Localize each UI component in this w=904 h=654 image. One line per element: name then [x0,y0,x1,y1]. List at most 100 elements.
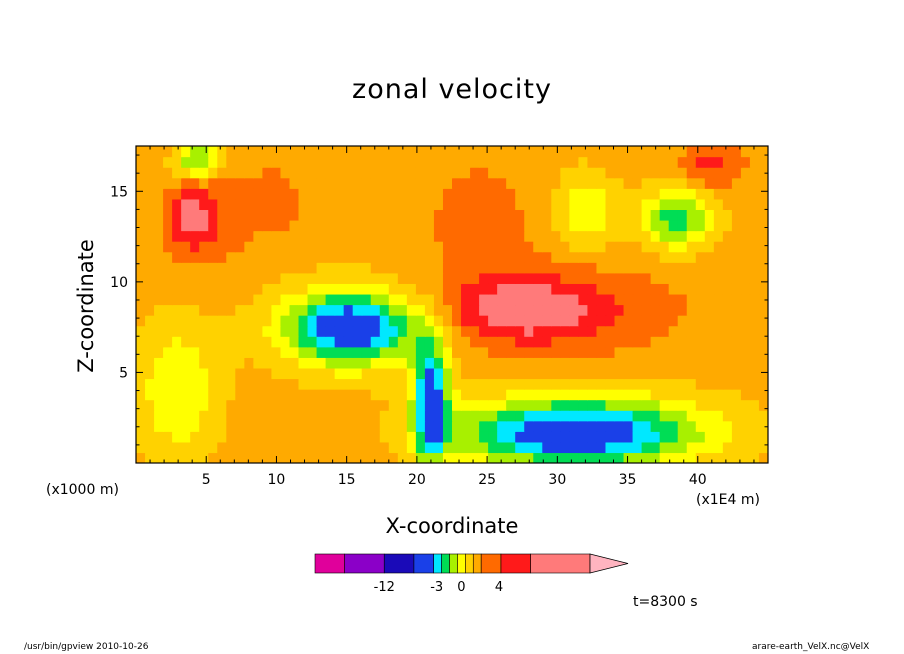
field-cell [163,399,173,411]
field-cell [731,315,742,327]
field-cell [154,367,164,380]
field-cell [307,378,318,390]
field-cell [262,389,273,401]
field-cell [641,198,652,210]
field-cell [154,146,164,158]
field-cell [244,304,254,316]
field-cell [758,230,768,242]
field-cell [650,357,661,369]
field-cell [190,198,200,210]
field-cell [722,188,733,200]
field-cell [722,346,733,358]
field-cell [190,293,200,306]
field-cell [650,378,661,390]
field-cell [406,420,417,432]
field-cell [244,452,254,463]
field-cell [668,431,679,443]
field-cell [172,431,182,443]
field-cell [217,441,227,454]
field-cell [668,389,679,401]
field-cell [190,367,200,380]
field-cell [704,156,715,168]
field-cell [596,431,607,443]
field-cell [542,325,552,337]
field-cell [334,431,345,443]
field-cell [163,315,173,327]
field-cell [154,441,164,454]
field-cell [659,346,670,358]
field-cell [479,167,489,179]
field-cell [442,241,453,253]
field-cell [397,367,408,380]
field-cell [343,198,354,210]
field-cell [668,293,679,306]
field-cell [740,230,751,242]
field-cell [569,410,579,422]
field-cell [560,431,570,443]
field-cell [695,336,706,348]
field-cell [605,251,616,263]
field-cell [433,315,444,327]
field-cell [470,230,480,242]
field-cell [641,230,652,242]
field-cell [569,336,579,348]
field-cell [325,346,336,358]
field-cell [605,293,616,306]
y-tick-label: 5 [119,365,128,381]
field-cell [452,315,462,327]
field-cell [452,209,462,221]
field-cell [154,177,164,189]
field-cell [704,230,715,242]
field-cell [262,357,273,369]
field-cell [452,420,462,432]
field-cell [208,230,218,242]
field-cell [199,198,209,210]
field-cell [686,420,697,432]
field-cell [217,146,227,158]
field-cell [406,389,417,401]
field-cell [343,262,354,274]
field-cell [208,241,218,253]
field-cell [298,293,309,306]
field-cell [488,399,498,411]
field-cell [731,325,742,337]
field-cell [217,251,227,263]
field-cell [298,219,309,232]
field-cell [280,452,291,463]
field-cell [749,367,760,380]
field-cell [749,177,760,189]
field-cell [217,219,227,232]
field-cell [497,272,507,284]
field-cell [749,156,760,168]
field-cell [289,325,300,337]
field-cell [334,325,345,337]
field-cell [650,209,661,221]
field-cell [506,389,516,401]
field-cell [262,452,273,463]
field-cell [740,441,751,454]
field-cell [470,389,480,401]
field-cell [542,156,552,168]
field-cell [442,283,453,295]
field-cell [226,357,236,369]
field-cell [677,441,688,454]
field-cell [208,219,218,232]
field-cell [442,336,453,348]
field-cell [695,146,706,158]
field-cell [713,241,724,253]
field-cell [253,177,263,189]
field-cell [136,262,146,274]
field-cell [596,452,607,463]
field-cell [280,410,291,422]
field-cell [415,262,426,274]
field-cell [352,431,363,443]
field-cell [289,177,300,189]
field-cell [361,389,372,401]
field-cell [524,399,534,411]
field-cell [623,167,634,179]
field-cell [677,431,688,443]
field-cell [542,452,552,463]
field-cell [749,452,760,463]
field-cell [740,146,751,158]
field-cell [343,188,354,200]
